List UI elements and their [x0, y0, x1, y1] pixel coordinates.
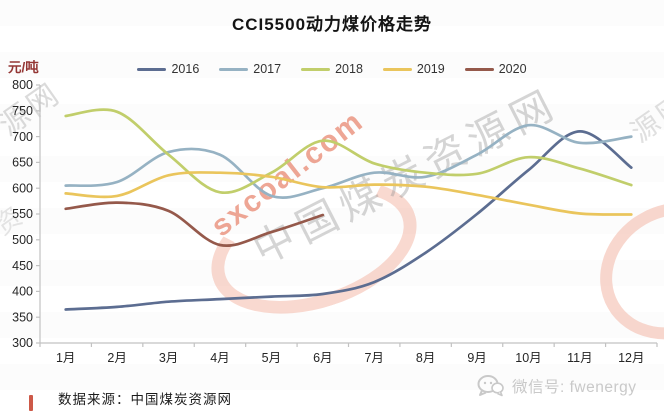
legend-item-2016: 2016 — [137, 62, 199, 76]
legend-label-2018: 2018 — [335, 62, 363, 76]
wechat-id-label: 微信号: fwenergy — [512, 379, 637, 396]
legend-item-2019: 2019 — [382, 62, 445, 76]
y-tick-label: 550 — [12, 207, 33, 221]
wechat-icon — [477, 375, 504, 397]
series-line-2019 — [64, 171, 633, 216]
series-line-2020 — [64, 201, 325, 247]
x-tick-label: 1月 — [56, 351, 75, 365]
y-tick-label: 350 — [12, 310, 33, 324]
data-source-text: 数据来源：中国煤炭资源网 — [58, 392, 232, 407]
x-tick-label: 11月 — [567, 351, 592, 365]
y-tick-label: 500 — [12, 233, 33, 247]
x-tick-label: 2月 — [107, 351, 126, 365]
x-tick-label: 3月 — [159, 351, 178, 365]
x-tick-label: 7月 — [364, 351, 383, 365]
x-tick-label: 4月 — [210, 351, 229, 365]
y-tick-label: 700 — [12, 130, 33, 144]
legend-swatch-2020 — [464, 67, 494, 71]
legend-item-2018: 2018 — [301, 62, 363, 76]
legend-item-2020: 2020 — [464, 62, 527, 76]
legend-label-2020: 2020 — [498, 62, 527, 76]
chart-title: CCI5500动力煤价格走势 — [231, 15, 433, 34]
legend-label-2016: 2016 — [171, 62, 200, 76]
y-tick-label: 400 — [12, 285, 33, 299]
x-tick-label: 6月 — [313, 351, 332, 365]
y-tick-label: 300 — [12, 336, 33, 350]
y-tick-label: 800 — [12, 78, 33, 92]
y-tick-label: 600 — [12, 181, 33, 195]
wechat-tag: 微信号: fwenergy — [477, 374, 637, 398]
x-tick-label: 8月 — [416, 351, 435, 365]
y-tick-label: 750 — [12, 104, 33, 118]
legend-label-2017: 2017 — [253, 62, 282, 76]
series-line-2016 — [64, 130, 633, 311]
x-tick-label: 10月 — [515, 351, 541, 365]
y-axis-unit-label: 元/吨 — [8, 60, 39, 75]
legend-swatch-2018 — [301, 67, 331, 71]
chart-legend: 2016 2017 2018 2019 2020 — [0, 62, 664, 76]
legend-swatch-2016 — [137, 67, 167, 71]
x-tick-label: 9月 — [467, 351, 486, 365]
legend-label-2019: 2019 — [416, 62, 445, 76]
logo-sliver — [29, 395, 33, 411]
legend-swatch-2019 — [382, 67, 412, 71]
legend-item-2017: 2017 — [219, 62, 281, 76]
series-line-2018 — [64, 108, 633, 195]
x-tick-label: 5月 — [262, 351, 281, 365]
y-tick-label: 450 — [12, 259, 33, 273]
x-tick-label: 12月 — [618, 351, 644, 365]
y-tick-label: 650 — [12, 156, 33, 170]
legend-swatch-2017 — [219, 67, 249, 71]
